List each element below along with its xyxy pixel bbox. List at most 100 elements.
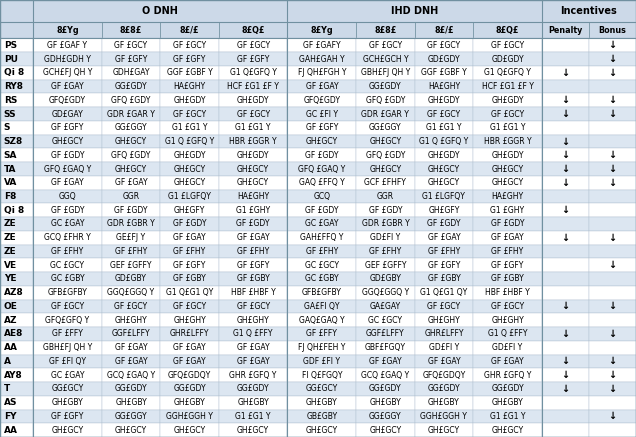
Bar: [473, 313, 542, 327]
Text: GF £GCY: GF £GCY: [491, 41, 524, 50]
Bar: [542, 368, 589, 382]
Bar: [219, 423, 287, 437]
Text: ↓: ↓: [609, 150, 616, 160]
Bar: [160, 66, 219, 80]
Bar: [415, 382, 473, 396]
Text: AS: AS: [4, 398, 17, 407]
Text: GH£GDY: GH£GDY: [173, 96, 206, 105]
Bar: [0, 368, 33, 382]
Text: 8£8£: 8£8£: [120, 26, 142, 35]
Bar: [219, 52, 287, 66]
Bar: [542, 286, 589, 300]
Bar: [589, 231, 636, 245]
Text: GF £GFY: GF £GFY: [52, 123, 83, 132]
Text: GF £FHY: GF £FHY: [52, 247, 83, 256]
Text: GF £FHY: GF £FHY: [370, 247, 401, 256]
Bar: [473, 107, 542, 121]
Bar: [219, 258, 287, 272]
Bar: [589, 300, 636, 313]
Bar: [287, 231, 356, 245]
Text: GH£GBY: GH£GBY: [492, 398, 523, 407]
Text: GG£GDY: GG£GDY: [369, 385, 402, 393]
Bar: [160, 286, 219, 300]
Bar: [287, 135, 356, 149]
Text: GD£FI Y: GD£FI Y: [492, 343, 523, 352]
Text: ↓: ↓: [609, 411, 616, 421]
Text: GH£GHY: GH£GHY: [114, 316, 148, 325]
Bar: [287, 382, 356, 396]
Bar: [287, 217, 356, 231]
Bar: [287, 176, 356, 190]
Bar: [287, 203, 356, 217]
Bar: [542, 121, 589, 135]
Text: GH£GBY: GH£GBY: [52, 398, 83, 407]
Text: GDR £GAR Y: GDR £GAR Y: [107, 110, 155, 118]
Text: GH£GCY: GH£GCY: [492, 164, 523, 173]
Text: GF £GCY: GF £GCY: [173, 302, 206, 311]
Bar: [473, 368, 542, 382]
Text: GF £GDY: GF £GDY: [114, 206, 148, 215]
Bar: [219, 162, 287, 176]
Text: GF £GCY: GF £GCY: [237, 41, 270, 50]
Text: GH£GHY: GH£GHY: [173, 316, 206, 325]
Text: RY8: RY8: [4, 82, 23, 91]
Text: GF £GDY: GF £GDY: [491, 219, 524, 229]
Bar: [415, 217, 473, 231]
Text: ↓: ↓: [609, 164, 616, 174]
Bar: [33, 354, 102, 368]
Bar: [542, 162, 589, 176]
Text: GC £GCY: GC £GCY: [305, 261, 339, 270]
Text: ↓: ↓: [609, 233, 616, 243]
Bar: [219, 38, 287, 52]
Bar: [473, 203, 542, 217]
Text: GGQ£GGQ Y: GGQ£GGQ Y: [362, 288, 409, 297]
Text: GFQ£GFQ Y: GFQ£GFQ Y: [45, 316, 90, 325]
Text: GF £GFY: GF £GFY: [428, 261, 460, 270]
Text: GCQ £GAQ Y: GCQ £GAQ Y: [107, 371, 155, 380]
Bar: [160, 396, 219, 409]
Text: HBR £GGR Y: HBR £GGR Y: [484, 137, 531, 146]
Bar: [219, 409, 287, 423]
Text: GH£GCY: GH£GCY: [115, 426, 147, 435]
Text: G1 Q£GFQ Y: G1 Q£GFQ Y: [230, 68, 277, 77]
Bar: [473, 327, 542, 341]
Text: GF £GDY: GF £GDY: [51, 206, 84, 215]
Text: GAH£GAH Y: GAH£GAH Y: [299, 55, 345, 63]
Text: Incentives: Incentives: [560, 6, 618, 16]
Bar: [542, 66, 589, 80]
Text: GD£GBY: GD£GBY: [115, 274, 147, 284]
Text: GC £GBY: GC £GBY: [305, 274, 338, 284]
Text: ↓: ↓: [609, 329, 616, 339]
Bar: [102, 313, 160, 327]
Text: GDR £GAR Y: GDR £GAR Y: [361, 110, 410, 118]
Bar: [219, 80, 287, 94]
Bar: [542, 149, 589, 162]
Bar: [473, 121, 542, 135]
Text: GEF £GFFY: GEF £GFFY: [110, 261, 152, 270]
Bar: [0, 245, 33, 258]
Bar: [473, 80, 542, 94]
Bar: [33, 217, 102, 231]
Bar: [219, 203, 287, 217]
Bar: [542, 190, 589, 203]
Bar: [589, 368, 636, 382]
Bar: [415, 80, 473, 94]
Text: GF £GFY: GF £GFY: [115, 55, 147, 63]
Text: F8: F8: [4, 192, 16, 201]
Bar: [102, 300, 160, 313]
Text: GD£FI Y: GD£FI Y: [370, 233, 401, 242]
Bar: [0, 258, 33, 272]
Bar: [33, 149, 102, 162]
Text: HBF £HBF Y: HBF £HBF Y: [485, 288, 530, 297]
Text: GH£GCY: GH£GCY: [370, 426, 401, 435]
Bar: [589, 149, 636, 162]
Bar: [415, 52, 473, 66]
Bar: [356, 272, 415, 286]
Bar: [102, 176, 160, 190]
Text: GF £GAF Y: GF £GAF Y: [48, 41, 87, 50]
Text: Qi 8: Qi 8: [4, 68, 24, 77]
Text: GC £GCY: GC £GCY: [50, 261, 85, 270]
Bar: [415, 38, 473, 52]
Text: GA£GAY: GA£GAY: [370, 302, 401, 311]
Bar: [102, 396, 160, 409]
